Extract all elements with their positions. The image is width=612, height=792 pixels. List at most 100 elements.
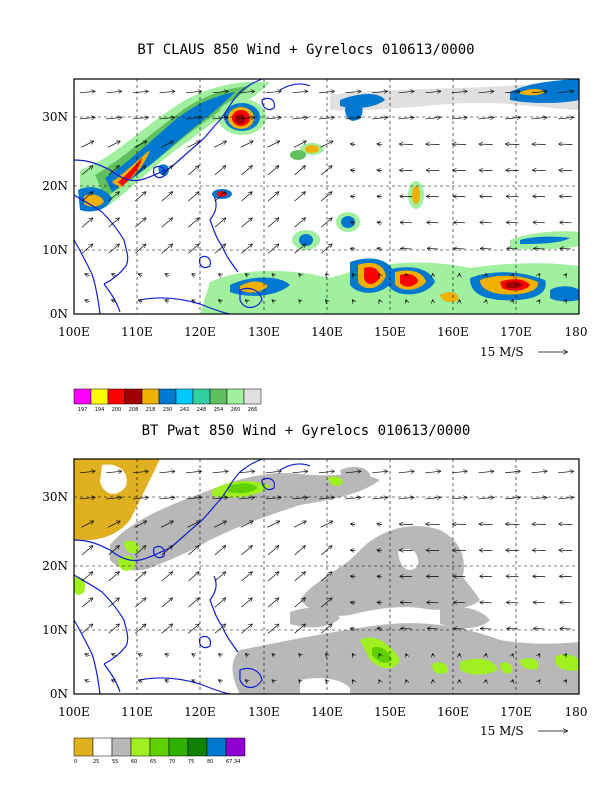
wind-vector [558,471,573,473]
wind-vector [165,654,168,656]
wind-vector [165,680,168,682]
wind-vector [318,91,334,93]
wind-vector [139,654,143,656]
lon-label-140e: 140E [311,325,343,339]
wind-vector [294,244,306,254]
wind-vector [352,680,353,682]
wind-vector [241,166,253,176]
wind-vector [292,91,307,93]
wind-vector [267,244,279,254]
lon-label-160e: 160E [437,325,469,339]
wind-vector [85,654,90,656]
wind-vector [186,471,201,473]
wind-vector [265,497,281,499]
wind-vector [267,572,279,582]
wind-vector [425,117,440,119]
legend-label: 230 [163,407,173,413]
wind-vector [531,91,547,93]
wind-vector [512,654,513,656]
wind-vector [294,192,306,202]
wind-vector [565,680,566,682]
wind-vector [219,300,222,302]
legend-label: 254 [214,407,224,413]
wind-vector [406,654,407,656]
wind-vector [161,546,173,556]
wind-vector [212,117,228,119]
wind-vector [139,300,143,302]
wind-vector [293,141,306,148]
wind-vector [351,144,356,145]
wind-vector [134,521,146,528]
lon-label-180: 180 [565,325,588,339]
legend-label: 197 [78,407,88,413]
wind-vector [108,192,120,202]
wind-vector [294,546,306,556]
legend-label: 208 [129,407,139,413]
wind-vector [372,91,387,93]
wind-vector [161,166,173,176]
wind-vector [186,497,201,499]
wind-vector [267,546,279,556]
wind-vector [139,680,143,682]
legend-label: 200 [112,407,122,413]
wind-vector [134,192,146,202]
lon-label-100e: 100E [58,705,90,719]
wind-vector [321,572,332,582]
wind-vector [160,521,173,528]
coastline [74,459,311,694]
wind-vector [451,91,467,93]
wind-vector [267,141,279,148]
wind-vector [320,141,333,148]
wind-vector [192,654,195,656]
bottom-map [73,458,580,695]
wind-vector [321,546,332,556]
wind-vector [134,244,146,254]
wind-vector [246,654,248,656]
wind-vector [241,218,253,228]
wind-vector [267,598,279,608]
top-vector-reference: 15 M/S [480,345,567,359]
wind-vector [188,598,199,608]
wind-vector [451,117,467,119]
wind-vector [425,471,440,473]
wind-vector [272,680,274,682]
wind-vector [85,680,90,682]
wind-vector [241,572,253,582]
legend-label: 25 [93,759,99,765]
legend-swatch [243,388,262,405]
wind-vector [318,471,334,473]
legend-swatch [124,388,143,405]
legend-label: 65 [150,759,156,765]
wind-vector [108,546,120,556]
wind-vectors [79,471,573,682]
lat-label-20n: 20N [42,559,68,573]
wind-vector [219,654,222,656]
wind-vector [214,244,226,254]
wind-vector [321,166,332,176]
wind-vector [379,274,380,276]
lon-label-130e: 130E [248,325,280,339]
wind-vector [351,222,356,223]
wind-vector [267,192,279,202]
wind-vector [214,521,226,528]
wind-vector [108,572,120,582]
wind-vector [265,117,281,119]
wind-vector [292,117,307,119]
legend-swatch [192,388,211,405]
wind-vector [106,91,121,93]
lon-label-180: 180 [565,705,588,719]
lat-label-30n: 30N [42,110,68,124]
lon-label-110e: 110E [121,705,153,719]
wind-vector [132,117,148,119]
wind-vector [107,521,120,528]
wind-vector [161,218,173,228]
wind-vector [165,300,168,302]
wind-vector [425,91,440,93]
lon-label-140e: 140E [311,705,343,719]
wind-vector [321,598,332,608]
wind-vector [294,624,306,634]
wind-vector [512,274,513,276]
wind-vector [294,572,306,582]
lon-label-100e: 100E [58,325,90,339]
